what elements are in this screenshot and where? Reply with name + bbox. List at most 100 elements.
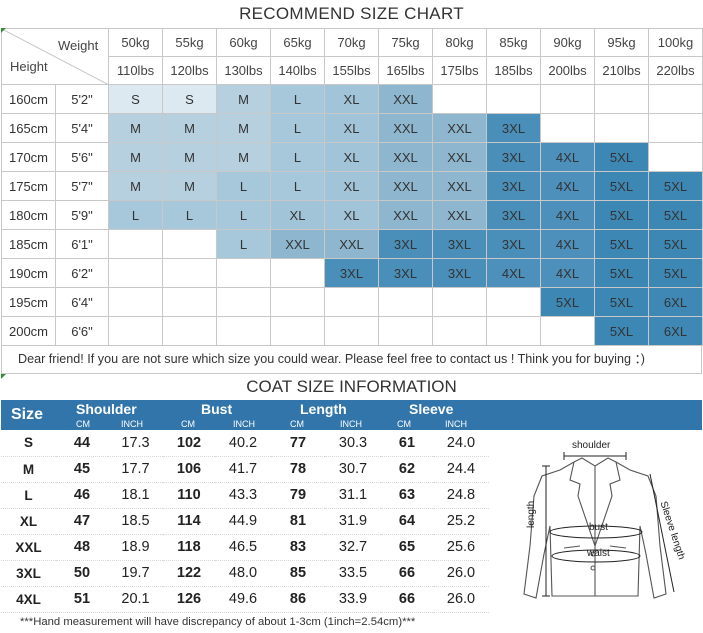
size-cell: M xyxy=(216,84,271,114)
size-cell: L xyxy=(216,229,271,259)
weight-lbs-header: 130lbs xyxy=(216,56,271,85)
weight-kg-header: 60kg xyxy=(216,28,271,57)
coat-bust-cm: 118 xyxy=(163,534,215,561)
size-header: Size xyxy=(11,406,44,423)
size-cell: 3XL xyxy=(486,229,541,259)
coat-length-in: 33.9 xyxy=(325,586,381,613)
coat-sleeve-in: 26.0 xyxy=(433,586,489,613)
size-cell xyxy=(162,229,217,259)
size-cell: L xyxy=(270,113,325,143)
coat-shoulder-cm: 50 xyxy=(56,560,108,587)
weight-kg-header: 70kg xyxy=(324,28,379,57)
size-cell xyxy=(378,287,433,317)
size-cell: XXL xyxy=(432,113,487,143)
size-cell: M xyxy=(162,113,217,143)
bust-cm-unit: CM xyxy=(181,419,195,429)
size-cell xyxy=(648,142,703,172)
size-row: 175cm 5'7" M M L L XL XXL XXL 3XL 4XL 5XL 5XL xyxy=(1,171,703,201)
weight-height-corner: Weight Height xyxy=(1,28,109,85)
size-cell: 5XL xyxy=(648,258,703,288)
size-cell: 5XL xyxy=(594,142,649,172)
coat-bust-in: 40.2 xyxy=(215,430,271,457)
size-cell: M xyxy=(162,142,217,172)
coat-shoulder-cm: 44 xyxy=(56,430,108,457)
corner-marker xyxy=(1,28,6,33)
size-cell: 5XL xyxy=(594,229,649,259)
size-cell xyxy=(648,84,703,114)
weight-label: Weight xyxy=(58,38,99,53)
jacket-diagram: shoulder bust waist length Sleeve length xyxy=(508,436,698,608)
size-cell: 3XL xyxy=(378,258,433,288)
size-cell: L xyxy=(270,171,325,201)
weight-lbs-header: 210lbs xyxy=(594,56,649,85)
size-cell xyxy=(648,113,703,143)
size-cell xyxy=(162,258,217,288)
coat-sleeve-cm: 61 xyxy=(381,430,433,457)
weight-lbs-header: 165lbs xyxy=(378,56,433,85)
length-label: length xyxy=(526,500,537,528)
size-row: 165cm 5'4" M M M L XL XXL XXL 3XL xyxy=(1,113,703,143)
coat-size: M xyxy=(1,456,56,483)
size-cell: 3XL xyxy=(486,113,541,143)
height-label: Height xyxy=(10,59,48,74)
size-cell: XXL xyxy=(270,229,325,259)
size-cell: XL xyxy=(324,142,379,172)
weight-kg-header: 90kg xyxy=(540,28,595,57)
coat-size: 4XL xyxy=(1,586,56,613)
height-cm: 175cm xyxy=(1,171,56,201)
size-cell: S xyxy=(162,84,217,114)
coat-sleeve-cm: 63 xyxy=(381,482,433,509)
coat-row: 3XL 50 19.7 122 48.0 85 33.5 66 26.0 xyxy=(1,560,489,587)
size-cell xyxy=(540,113,595,143)
weight-kg-header: 95kg xyxy=(594,28,649,57)
coat-sleeve-in: 25.2 xyxy=(433,508,489,535)
size-row: 170cm 5'6" M M M L XL XXL XXL 3XL 4XL 5XL xyxy=(1,142,703,172)
size-cell xyxy=(594,113,649,143)
coat-length-cm: 77 xyxy=(271,430,325,457)
size-cell: M xyxy=(108,142,163,172)
size-cell xyxy=(216,316,271,346)
height-ft: 5'6" xyxy=(55,142,109,172)
size-cell: L xyxy=(216,171,271,201)
shoulder-cm-unit: CM xyxy=(76,419,90,429)
recommend-size-table: Weight Height 50kg 55kg 60kg 65kg 70kg 75kg 80kg… xyxy=(1,28,703,346)
size-row: 180cm 5'9" L L L XL XL XXL XXL 3XL 4XL 5XL 5XL xyxy=(1,200,703,230)
coat-row: L 46 18.1 110 43.3 79 31.1 63 24.8 xyxy=(1,482,489,509)
size-cell: 3XL xyxy=(432,258,487,288)
size-chart-title: RECOMMEND SIZE CHART xyxy=(239,4,464,23)
height-ft: 6'1" xyxy=(55,229,109,259)
size-cell: 5XL xyxy=(594,316,649,346)
coat-length-in: 31.9 xyxy=(325,508,381,535)
coat-bust-cm: 114 xyxy=(163,508,215,535)
size-cell xyxy=(108,316,163,346)
coat-shoulder-in: 17.7 xyxy=(108,456,163,483)
size-cell: 5XL xyxy=(648,229,703,259)
coat-shoulder-cm: 46 xyxy=(56,482,108,509)
size-cell: 3XL xyxy=(486,142,541,172)
size-cell: M xyxy=(216,113,271,143)
height-cm: 185cm xyxy=(1,229,56,259)
coat-row: S 44 17.3 102 40.2 77 30.3 61 24.0 xyxy=(1,430,489,457)
size-cell xyxy=(108,258,163,288)
size-cell: 3XL xyxy=(486,200,541,230)
coat-length-cm: 86 xyxy=(271,586,325,613)
coat-size: XL xyxy=(1,508,56,535)
size-cell xyxy=(324,316,379,346)
size-cell: XXL xyxy=(378,142,433,172)
coat-bust-cm: 102 xyxy=(163,430,215,457)
bust-header: Bust xyxy=(201,401,233,417)
coat-shoulder-cm: 51 xyxy=(56,586,108,613)
size-cell: 3XL xyxy=(378,229,433,259)
size-cell: M xyxy=(216,142,271,172)
height-ft: 6'6" xyxy=(55,316,109,346)
size-cell xyxy=(108,287,163,317)
size-cell: L xyxy=(108,200,163,230)
length-header: Length xyxy=(300,401,347,417)
coat-shoulder-in: 18.1 xyxy=(108,482,163,509)
coat-size: L xyxy=(1,482,56,509)
bust-inch-unit: INCH xyxy=(233,419,255,429)
size-cell: 6XL xyxy=(648,287,703,317)
height-ft: 6'2" xyxy=(55,258,109,288)
weight-kg-header: 85kg xyxy=(486,28,541,57)
corner-marker xyxy=(1,374,6,379)
